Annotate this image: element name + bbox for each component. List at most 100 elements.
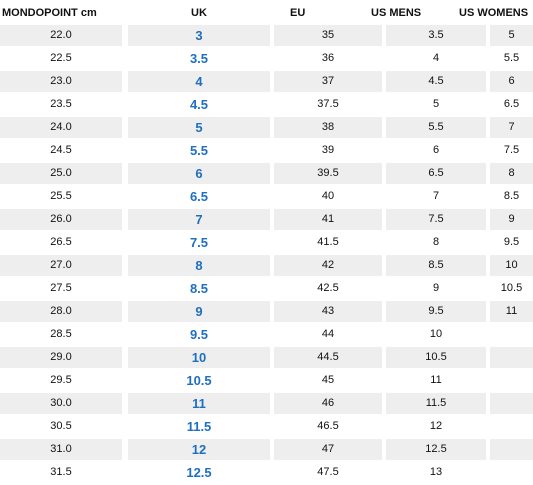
mondopoint-cell: 24.0 [0, 117, 122, 138]
uk-cell: 4.5 [189, 97, 209, 112]
us-womens-cell: 7 [490, 117, 533, 138]
table-row: 30.5 11.5 46.5 12 [0, 416, 533, 439]
eu-cell: 42 [274, 255, 382, 276]
table-row: 29.0 10 44.5 10.5 [0, 347, 533, 370]
table-row: 27.5 8.5 42.5 9 10.5 [0, 278, 533, 301]
mondopoint-cell: 30.5 [50, 420, 72, 432]
us-womens-cell: 10.5 [500, 282, 523, 294]
mondopoint-cell: 24.5 [50, 144, 72, 156]
mondopoint-cell: 29.5 [50, 374, 72, 386]
uk-cell: 9.5 [189, 327, 209, 342]
uk-cell: 5.5 [189, 143, 209, 158]
eu-cell: 41.5 [317, 236, 339, 248]
mondopoint-cell: 27.0 [0, 255, 122, 276]
us-womens-cell: 7.5 [503, 144, 520, 156]
us-mens-cell: 11 [430, 374, 442, 386]
us-womens-cell [490, 416, 533, 437]
mondopoint-cell: 28.0 [0, 301, 122, 322]
us-womens-cell [490, 347, 533, 368]
table-row: 27.0 8 42 8.5 10 [0, 255, 533, 278]
uk-cell: 12 [128, 439, 270, 460]
us-mens-cell: 9 [432, 282, 440, 294]
uk-cell: 4 [128, 71, 270, 92]
eu-cell: 39.5 [274, 163, 382, 184]
us-mens-cell: 13 [429, 466, 443, 478]
us-mens-cell: 8.5 [386, 255, 486, 276]
mondopoint-cell: 26.5 [50, 236, 72, 248]
mondopoint-cell: 30.0 [0, 393, 122, 414]
us-mens-cell: 12 [429, 420, 443, 432]
eu-cell: 43 [274, 301, 382, 322]
eu-cell: 40 [321, 190, 335, 202]
eu-cell: 46 [274, 393, 382, 414]
us-mens-cell: 10.5 [386, 347, 486, 368]
uk-cell: 9 [128, 301, 270, 322]
us-mens-cell: 5 [432, 98, 440, 110]
us-mens-cell: 7.5 [386, 209, 486, 230]
eu-cell: 41 [274, 209, 382, 230]
uk-cell: 11 [128, 393, 270, 414]
header-us-mens: US MENS [371, 7, 422, 19]
uk-cell: 12.5 [186, 465, 212, 480]
uk-cell: 7 [128, 209, 270, 230]
uk-cell: 10 [128, 347, 270, 368]
table-row: 25.5 6.5 40 7 8.5 [0, 186, 533, 209]
mondopoint-cell: 25.0 [0, 163, 122, 184]
us-womens-cell: 9.5 [503, 236, 520, 248]
mondopoint-cell: 31.0 [0, 439, 122, 460]
mondopoint-cell: 23.5 [50, 98, 72, 110]
us-womens-cell: 5 [490, 25, 533, 46]
header-us-womens: US WOMENS [459, 7, 529, 19]
mondopoint-cell: 22.0 [0, 25, 122, 46]
eu-cell: 42.5 [317, 282, 339, 294]
us-womens-cell [490, 439, 533, 460]
uk-cell: 8.5 [189, 281, 209, 296]
us-womens-cell: 9 [490, 209, 533, 230]
us-mens-cell: 6 [432, 144, 440, 156]
eu-cell: 44.5 [274, 347, 382, 368]
table-row: 30.0 11 46 11.5 [0, 393, 533, 416]
eu-cell: 45 [321, 374, 335, 386]
us-womens-cell: 5.5 [503, 52, 520, 64]
table-row: 29.5 10.5 45 11 [0, 370, 533, 393]
table-row: 31.5 12.5 47.5 13 [0, 462, 533, 485]
header-uk: UK [191, 7, 207, 19]
uk-cell: 10.5 [186, 373, 212, 388]
us-mens-cell: 9.5 [386, 301, 486, 322]
uk-cell: 3 [128, 25, 270, 46]
us-mens-cell: 7 [432, 190, 440, 202]
us-mens-cell: 4 [432, 52, 440, 64]
mondopoint-cell: 29.0 [0, 347, 122, 368]
us-womens-cell [490, 370, 533, 391]
mondopoint-cell: 28.5 [50, 328, 72, 340]
table-row: 25.0 6 39.5 6.5 8 [0, 163, 533, 186]
eu-cell: 36 [321, 52, 335, 64]
us-mens-cell: 5.5 [386, 117, 486, 138]
table-row: 31.0 12 47 12.5 [0, 439, 533, 462]
table-row: 28.0 9 43 9.5 11 [0, 301, 533, 324]
eu-cell: 47.5 [317, 466, 339, 478]
us-womens-cell [490, 462, 533, 483]
us-womens-cell: 10 [490, 255, 533, 276]
table-row: 26.5 7.5 41.5 8 9.5 [0, 232, 533, 255]
mondopoint-cell: 25.5 [50, 190, 72, 202]
us-womens-cell [490, 324, 533, 345]
uk-cell: 6.5 [189, 189, 209, 204]
table-row: 24.0 5 38 5.5 7 [0, 117, 533, 140]
us-womens-cell [490, 393, 533, 414]
us-mens-cell: 3.5 [386, 25, 486, 46]
us-womens-cell: 6.5 [503, 98, 520, 110]
table-row: 26.0 7 41 7.5 9 [0, 209, 533, 232]
us-womens-cell: 8 [490, 163, 533, 184]
us-mens-cell: 8 [432, 236, 440, 248]
table-row: 22.5 3.5 36 4 5.5 [0, 48, 533, 71]
header-eu: EU [290, 7, 306, 19]
mondopoint-cell: 31.5 [50, 466, 72, 478]
table-row: 23.5 4.5 37.5 5 6.5 [0, 94, 533, 117]
us-mens-cell: 4.5 [386, 71, 486, 92]
uk-cell: 5 [128, 117, 270, 138]
uk-cell: 8 [128, 255, 270, 276]
uk-cell: 11.5 [186, 419, 212, 434]
header-mondopoint: MONDOPOINT cm [2, 7, 97, 19]
